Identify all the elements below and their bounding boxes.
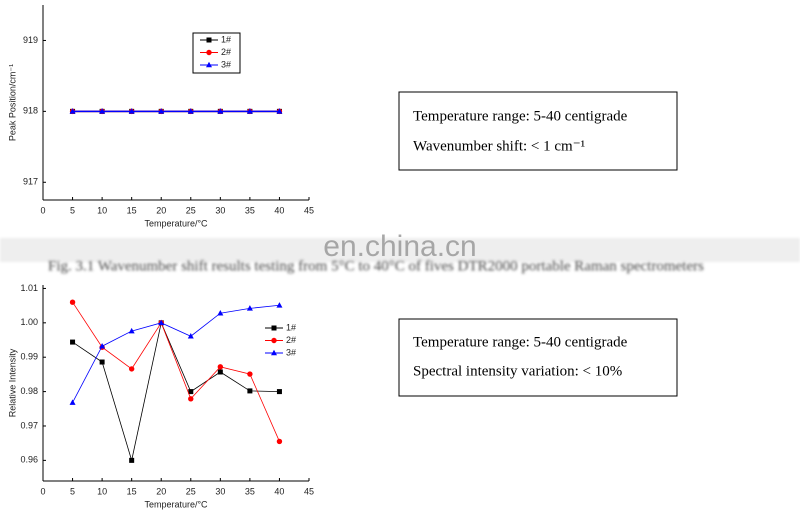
x-tick-label: 15 xyxy=(127,205,137,215)
x-tick-label: 5 xyxy=(70,205,75,215)
legend-label: 2# xyxy=(286,335,296,345)
x-tick-label: 20 xyxy=(156,486,166,496)
marker xyxy=(206,37,212,43)
marker xyxy=(217,108,224,114)
x-tick-label: 40 xyxy=(274,205,284,215)
x-tick-label: 40 xyxy=(274,486,284,496)
y-tick-label: 917 xyxy=(23,177,38,187)
marker xyxy=(206,49,212,56)
marker xyxy=(69,108,76,114)
series-line xyxy=(72,321,280,461)
marker xyxy=(99,343,106,349)
series-line xyxy=(72,304,280,403)
marker xyxy=(217,369,223,375)
marker xyxy=(246,108,253,114)
x-tick-label: 10 xyxy=(97,486,107,496)
x-tick-label: 45 xyxy=(304,205,314,215)
marker xyxy=(188,396,194,402)
x-tick-label: 20 xyxy=(156,205,166,215)
marker xyxy=(188,389,194,395)
marker xyxy=(246,305,253,311)
marker xyxy=(217,309,224,316)
marker xyxy=(247,388,253,394)
x-tick-label: 25 xyxy=(186,486,196,496)
y-tick-label: 1.00 xyxy=(20,317,38,327)
legend-label: 3# xyxy=(221,59,231,69)
x-axis-label: Temperature/°C xyxy=(144,499,208,509)
y-axis-label: Relative Intensity xyxy=(7,348,17,417)
legend-label: 1# xyxy=(286,322,296,332)
note-line: Spectral intensity variation: < 10% xyxy=(413,363,622,379)
note-line: Wavenumber shift: < 1 cm⁻¹ xyxy=(413,138,585,154)
y-axis-label: Peak Position/cm⁻¹ xyxy=(7,64,17,141)
caption: Fig. 3.1 Wavenumber shift results testin… xyxy=(48,258,704,274)
marker xyxy=(271,349,277,356)
marker xyxy=(158,108,165,114)
x-tick-label: 10 xyxy=(97,205,107,215)
marker xyxy=(187,108,194,114)
y-tick-label: 919 xyxy=(23,35,38,45)
x-tick-label: 0 xyxy=(40,486,45,496)
marker xyxy=(128,327,135,334)
marker xyxy=(129,457,135,463)
marker xyxy=(158,319,165,326)
legend-label: 3# xyxy=(286,347,296,357)
y-tick-label: 0.97 xyxy=(20,420,38,430)
marker xyxy=(99,108,106,114)
y-tick-label: 0.96 xyxy=(20,455,38,465)
legend-label: 1# xyxy=(221,34,231,44)
note-box xyxy=(398,91,678,171)
x-tick-label: 0 xyxy=(40,205,45,215)
x-tick-label: 5 xyxy=(70,486,75,496)
x-axis-label: Temperature/°C xyxy=(144,218,208,228)
x-tick-label: 45 xyxy=(304,486,314,496)
marker xyxy=(247,371,253,377)
note-line: Temperature range: 5-40 centigrade xyxy=(413,334,628,350)
marker xyxy=(187,333,194,339)
series-line xyxy=(72,301,280,442)
x-tick-label: 25 xyxy=(186,205,196,215)
marker xyxy=(271,337,277,344)
x-tick-label: 35 xyxy=(245,486,255,496)
y-tick-label: 0.99 xyxy=(20,352,38,362)
marker xyxy=(271,325,277,331)
y-tick-label: 0.98 xyxy=(20,386,38,396)
legend-label: 2# xyxy=(221,47,231,57)
y-tick-label: 1.01 xyxy=(20,283,38,293)
blur-band xyxy=(0,238,800,262)
x-tick-label: 30 xyxy=(215,205,225,215)
marker xyxy=(69,399,76,405)
marker xyxy=(206,61,212,68)
marker xyxy=(276,108,283,114)
marker xyxy=(276,389,282,395)
watermark: en.china.cn xyxy=(323,230,476,263)
marker xyxy=(128,108,135,114)
x-tick-label: 15 xyxy=(127,486,137,496)
marker xyxy=(99,359,105,365)
marker xyxy=(70,339,76,345)
x-tick-label: 35 xyxy=(245,205,255,215)
marker xyxy=(69,299,76,305)
y-tick-label: 918 xyxy=(23,106,38,116)
marker xyxy=(276,302,283,308)
note-box xyxy=(398,318,678,397)
marker xyxy=(217,364,224,370)
marker xyxy=(128,366,135,372)
x-tick-label: 30 xyxy=(215,486,225,496)
marker xyxy=(276,438,283,445)
note-line: Temperature range: 5-40 centigrade xyxy=(413,108,628,124)
